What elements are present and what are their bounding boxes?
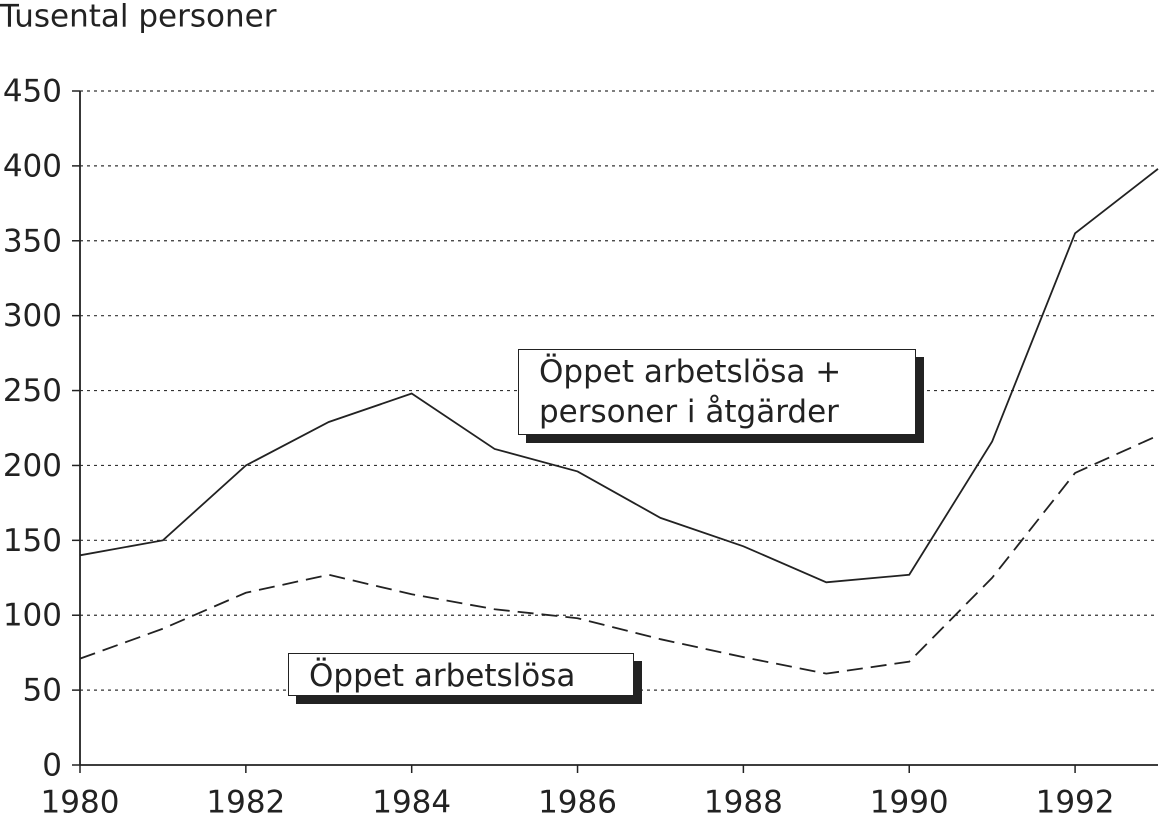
x-tick-label: 1982: [206, 785, 285, 819]
y-tick-label: 200: [3, 448, 62, 484]
y-tick-label: 350: [3, 223, 62, 259]
y-tick-label: 450: [3, 74, 62, 110]
series-label: Öppet arbetslösa: [288, 653, 634, 696]
y-tick-label: 300: [3, 298, 62, 334]
y-tick-label: 0: [42, 748, 62, 784]
series-label: Öppet arbetslösa + personer i åtgärder: [518, 349, 916, 435]
y-axis-title: Tusental personer: [0, 0, 277, 35]
x-tick-label: 1992: [1036, 785, 1115, 819]
x-tick-label: 1980: [41, 785, 120, 819]
x-tick-label: 1988: [704, 785, 783, 819]
y-tick-label: 150: [3, 523, 62, 559]
y-tick-label: 50: [23, 673, 62, 709]
x-tick-label: 1984: [372, 785, 451, 819]
y-tick-label: 100: [3, 598, 62, 634]
x-tick-label: 1990: [870, 785, 949, 819]
y-tick-label: 400: [3, 148, 62, 184]
series-line: [79, 434, 1159, 675]
y-tick-label: 250: [3, 373, 62, 409]
x-tick-label: 1986: [538, 785, 617, 819]
series-line: [79, 168, 1159, 584]
